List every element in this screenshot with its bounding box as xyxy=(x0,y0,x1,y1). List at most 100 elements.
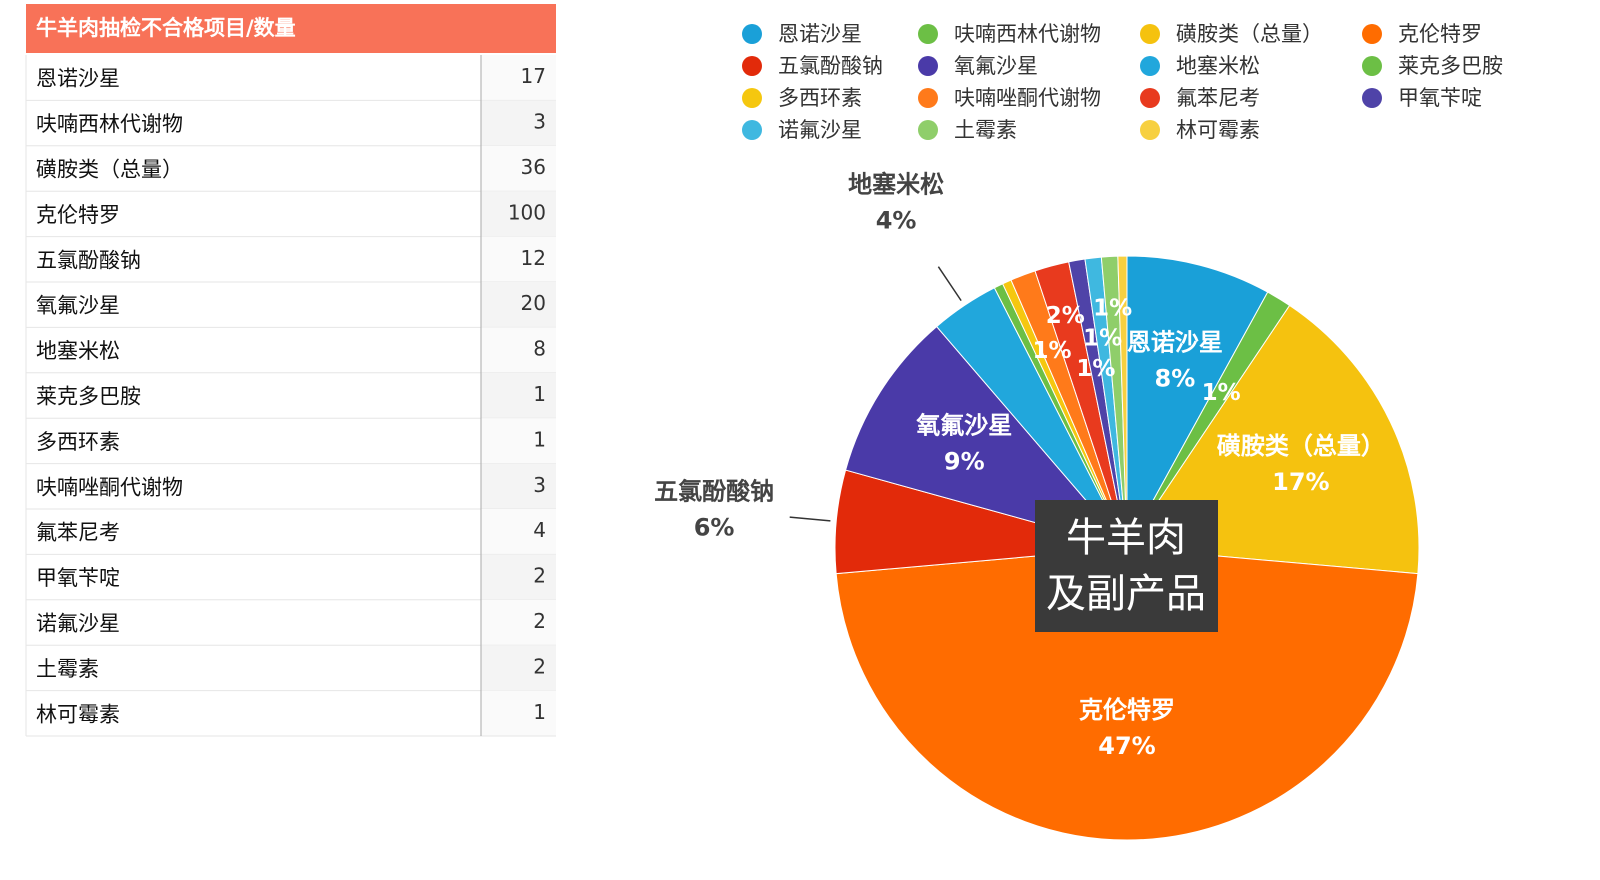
legend-swatch xyxy=(1362,56,1382,76)
row-name: 诺氟沙星 xyxy=(36,612,120,636)
value-cell-bg xyxy=(481,100,556,146)
legend-label: 地塞米松 xyxy=(1176,54,1260,78)
center-label: 牛羊肉 xyxy=(1066,515,1186,561)
row-value: 100 xyxy=(508,200,546,224)
legend-swatch xyxy=(1140,120,1160,140)
legend-swatch xyxy=(918,88,938,108)
legend-label: 诺氟沙星 xyxy=(778,118,862,142)
value-cell-bg xyxy=(481,463,556,509)
legend-label: 甲氧苄啶 xyxy=(1398,86,1482,110)
row-value: 3 xyxy=(533,473,546,497)
slice-label: 2% xyxy=(1046,303,1085,329)
slice-label: 1% xyxy=(1083,326,1122,352)
row-value: 20 xyxy=(521,291,546,315)
value-cell-bg xyxy=(481,690,556,736)
value-cell-bg xyxy=(481,418,556,464)
legend-swatch xyxy=(1362,24,1382,44)
legend-swatch xyxy=(1140,24,1160,44)
value-cell-bg xyxy=(481,55,556,101)
row-name: 磺胺类（总量） xyxy=(36,158,183,182)
legend-swatch xyxy=(918,24,938,44)
row-name: 呋喃西林代谢物 xyxy=(36,112,183,136)
slice-label: 9% xyxy=(944,448,985,476)
row-value: 12 xyxy=(521,246,546,270)
slice-name: 氧氟沙星 xyxy=(916,412,1012,440)
legend-swatch xyxy=(1140,88,1160,108)
slice-label: 8% xyxy=(1155,364,1196,392)
row-name: 五氯酚酸钠 xyxy=(36,248,141,272)
legend-label: 土霉素 xyxy=(954,118,1017,142)
row-value: 1 xyxy=(533,382,546,406)
legend-label: 多西环素 xyxy=(778,86,862,110)
row-value: 1 xyxy=(533,700,546,724)
legend-swatch xyxy=(1362,88,1382,108)
legend-label: 呋喃西林代谢物 xyxy=(954,22,1101,46)
legend-label: 磺胺类（总量） xyxy=(1176,22,1323,46)
legend-swatch xyxy=(742,24,762,44)
slice-name: 克伦特罗 xyxy=(1079,696,1175,724)
legend-swatch xyxy=(1140,56,1160,76)
row-name: 氧氟沙星 xyxy=(36,294,120,318)
value-cell-bg xyxy=(481,236,556,282)
center-box xyxy=(1035,500,1218,632)
leader-line xyxy=(937,266,962,302)
value-cell-bg xyxy=(481,372,556,419)
row-name: 克伦特罗 xyxy=(36,203,120,227)
legend-label: 恩诺沙星 xyxy=(778,22,862,46)
legend-swatch xyxy=(918,120,938,140)
legend-label: 林可霉素 xyxy=(1176,118,1260,142)
slice-name: 恩诺沙星 xyxy=(1127,328,1223,356)
value-cell-bg xyxy=(481,327,556,373)
pie-slice xyxy=(844,325,1129,549)
table-header xyxy=(26,4,556,53)
slice-label: 17% xyxy=(1272,468,1329,496)
legend-swatch xyxy=(742,88,762,108)
value-cell-bg xyxy=(481,145,556,192)
slice-name: 五氯酚酸钠 xyxy=(654,477,774,505)
legend-swatch xyxy=(918,56,938,76)
slice-label: 6% xyxy=(694,513,735,541)
row-name: 莱克多巴胺 xyxy=(36,385,141,409)
value-cell-bg xyxy=(481,191,556,237)
row-name: 呋喃唑酮代谢物 xyxy=(36,475,183,499)
row-value: 2 xyxy=(533,564,546,588)
legend-label: 氟苯尼考 xyxy=(1176,86,1260,110)
value-cell-bg xyxy=(481,282,556,328)
row-name: 甲氧苄啶 xyxy=(36,566,120,590)
slice-name: 磺胺类（总量） xyxy=(1217,432,1385,460)
row-value: 1 xyxy=(533,427,546,451)
row-name: 土霉素 xyxy=(36,657,99,681)
legend-label: 莱克多巴胺 xyxy=(1398,54,1503,78)
row-value: 4 xyxy=(533,518,546,542)
row-value: 2 xyxy=(533,654,546,678)
legend-label: 氧氟沙星 xyxy=(954,54,1038,78)
value-cell-bg xyxy=(481,645,556,691)
row-value: 2 xyxy=(533,609,546,633)
legend-label: 呋喃唑酮代谢物 xyxy=(954,86,1101,110)
slice-label: 4% xyxy=(876,207,917,235)
slice-label: 47% xyxy=(1098,732,1155,760)
row-value: 17 xyxy=(521,64,546,88)
slice-name: 地塞米松 xyxy=(848,171,944,199)
leader-line xyxy=(789,516,831,522)
slice-label: 1% xyxy=(1076,356,1115,382)
slice-label: 1% xyxy=(1033,338,1072,364)
row-value: 3 xyxy=(533,110,546,134)
value-cell-bg xyxy=(481,554,556,600)
legend-label: 五氯酚酸钠 xyxy=(778,54,883,78)
value-cell-bg xyxy=(481,599,556,646)
row-value: 36 xyxy=(521,155,546,179)
row-name: 地塞米松 xyxy=(36,339,120,363)
row-name: 林可霉素 xyxy=(36,702,120,726)
pie-slice xyxy=(835,547,1419,841)
row-name: 多西环素 xyxy=(36,430,120,454)
legend-swatch xyxy=(742,120,762,140)
pie-slice xyxy=(1126,255,1269,549)
table-title: 牛羊肉抽检不合格项目/数量 xyxy=(36,16,296,40)
legend-label: 克伦特罗 xyxy=(1398,22,1482,46)
legend-swatch xyxy=(742,56,762,76)
slice-label: 1% xyxy=(1202,380,1241,406)
row-value: 8 xyxy=(533,337,546,361)
center-label: 及副产品 xyxy=(1046,571,1206,617)
